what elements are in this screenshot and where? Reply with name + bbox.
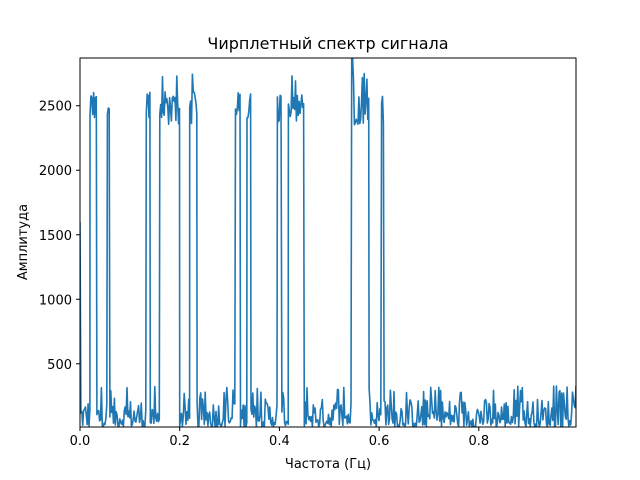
y-axis: 500 1000 1500 2000 2500	[39, 100, 80, 373]
y-tick-label: 500	[47, 358, 72, 373]
x-tick-label: 0.2	[169, 434, 190, 449]
x-tick-label: 0.8	[468, 434, 489, 449]
x-axis: 0.0 0.2 0.4 0.6 0.8	[70, 427, 489, 449]
chart-title: Чирплетный спектр сигнала	[207, 34, 448, 53]
plot-frame	[79, 57, 577, 428]
y-axis-label: Амплитуда	[16, 204, 31, 280]
y-tick-label: 2500	[39, 100, 72, 115]
x-axis-label: Частота (Гц)	[285, 457, 371, 472]
y-tick-label: 2000	[39, 164, 72, 179]
y-tick-label: 1000	[39, 293, 72, 308]
x-tick-label: 0.6	[369, 434, 390, 449]
spectrum-line	[80, 58, 576, 427]
y-tick-label: 1500	[39, 229, 72, 244]
x-tick-label: 0.4	[269, 434, 290, 449]
plot-area	[80, 58, 576, 427]
x-tick-label: 0.0	[70, 434, 91, 449]
